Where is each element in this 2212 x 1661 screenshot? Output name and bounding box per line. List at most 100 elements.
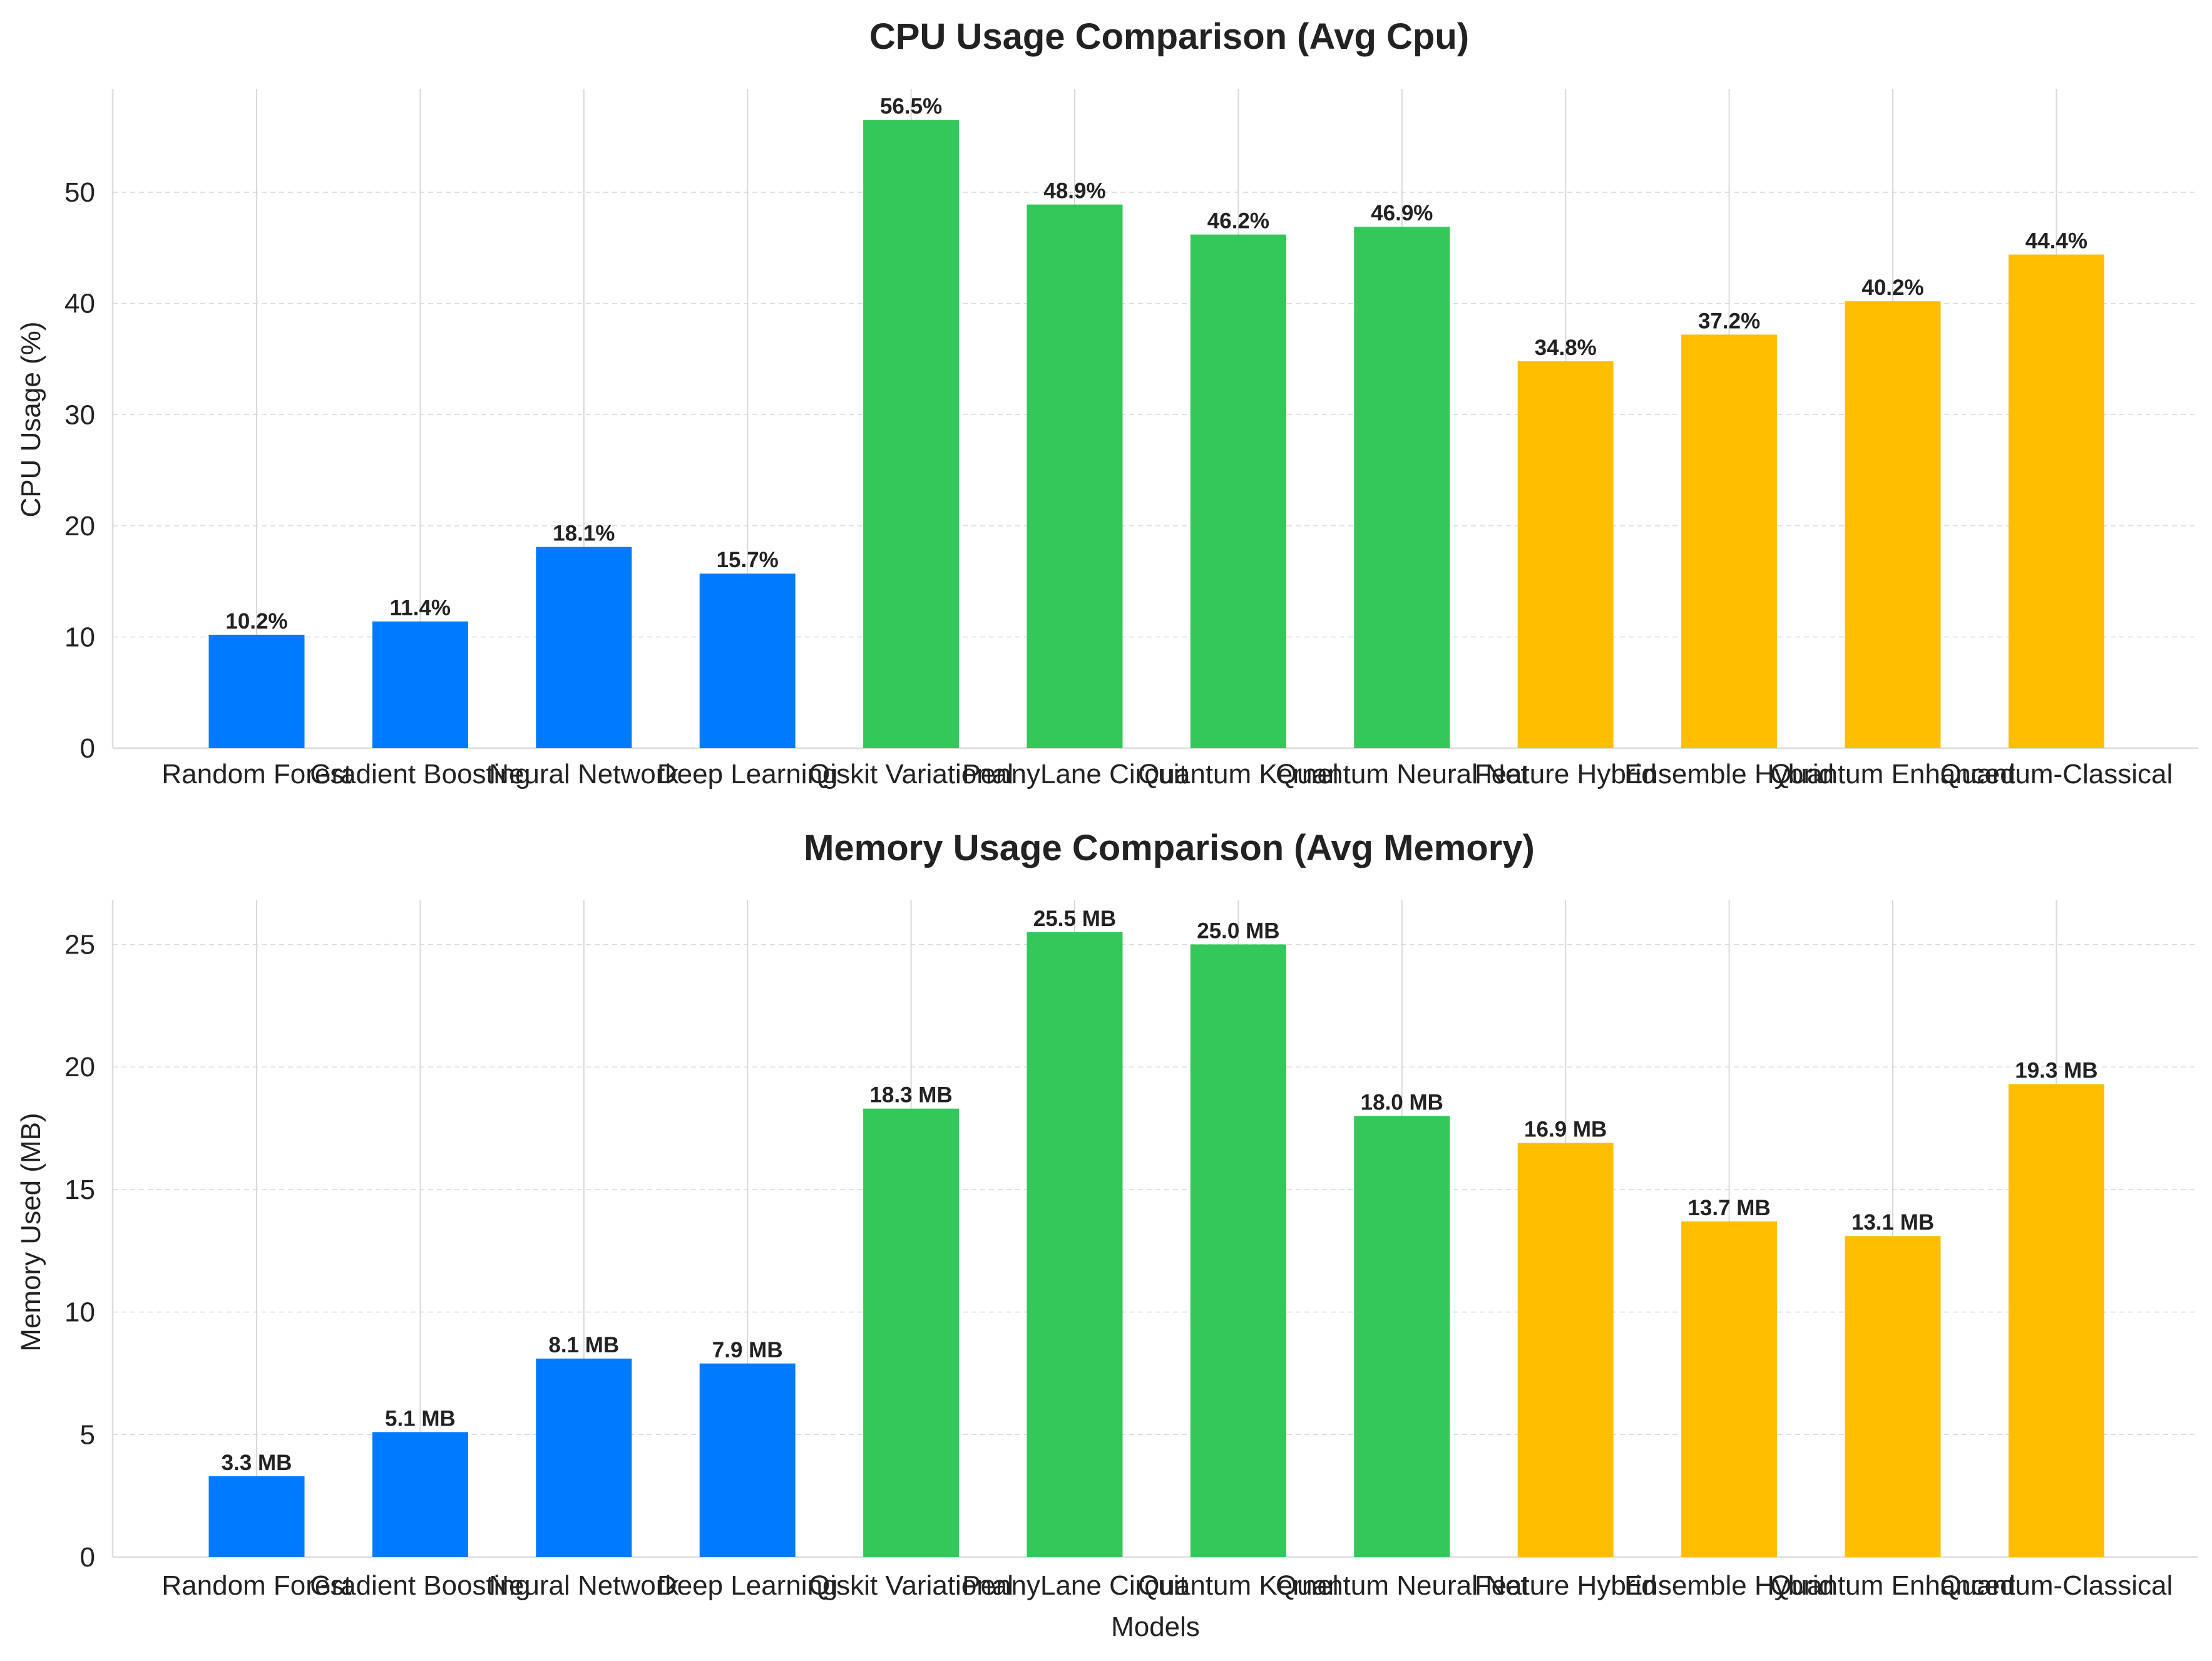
memory-bar-gradient-boosting: [372, 1432, 468, 1557]
memory-chart-title: Memory Usage Comparison (Avg Memory): [804, 828, 1535, 868]
cpu-x-tick-label: Qiskit Variational: [809, 759, 1013, 789]
memory-x-tick-label: Deep Learning: [657, 1570, 838, 1601]
memory-data-label: 16.9 MB: [1524, 1118, 1607, 1142]
memory-data-label: 25.0 MB: [1197, 918, 1279, 943]
memory-data-label: 13.1 MB: [1851, 1210, 1934, 1235]
cpu-chart: CPU Usage Comparison (Avg Cpu) CPU Usage…: [16, 16, 2198, 789]
memory-data-label: 3.3 MB: [222, 1451, 292, 1475]
cpu-data-label: 44.4%: [2025, 229, 2087, 254]
cpu-data-label: 48.9%: [1043, 179, 1105, 203]
cpu-bar-quantum-classical: [2008, 254, 2104, 748]
memory-bar-quantum-enhanced: [1845, 1236, 1941, 1557]
cpu-data-label: 18.1%: [553, 522, 615, 546]
cpu-bar-feature-hybrid: [1517, 361, 1614, 748]
memory-x-tick-label: Ensemble Hybrid: [1624, 1570, 1834, 1601]
memory-data-label: 5.1 MB: [385, 1406, 456, 1431]
memory-x-tick-label: Feature Hybrid: [1475, 1570, 1657, 1601]
memory-y-tick-label: 15: [64, 1175, 95, 1205]
cpu-bar-quantum-neural-net: [1354, 227, 1450, 749]
cpu-data-label: 46.9%: [1371, 201, 1433, 225]
memory-y-ticks: 0 5 10 15 20 25: [64, 929, 95, 1573]
cpu-x-tick-label: Quantum-Classical: [1940, 759, 2173, 789]
memory-y-tick-label: 10: [64, 1297, 95, 1328]
cpu-bar-qiskit-variational: [863, 120, 960, 748]
memory-bar-deep-learning: [699, 1363, 796, 1557]
memory-y-axis-label: Memory Used (MB): [16, 1113, 46, 1351]
memory-y-tick-label: 25: [64, 929, 95, 960]
memory-bar-pennylane-circuit: [1027, 932, 1123, 1557]
cpu-bar-ensemble-hybrid: [1681, 334, 1778, 748]
cpu-bar-gradient-boosting: [372, 621, 468, 748]
cpu-bar-quantum-kernel: [1190, 234, 1286, 748]
cpu-data-label: 10.2%: [225, 609, 287, 634]
memory-data-label: 18.3 MB: [869, 1083, 952, 1108]
memory-x-tick-label: Random Forest: [161, 1570, 351, 1601]
memory-bar-random-forest: [208, 1476, 305, 1557]
cpu-chart-title: CPU Usage Comparison (Avg Cpu): [869, 16, 1469, 57]
memory-data-labels: 3.3 MB 5.1 MB 8.1 MB 7.9 MB 18.3 MB 25.5 MB 25…: [222, 907, 2098, 1475]
memory-chart: Memory Usage Comparison (Avg Memory) Mem…: [16, 828, 2198, 1642]
memory-x-tick-label: Qiskit Variational: [809, 1570, 1013, 1601]
cpu-y-tick-label: 50: [64, 177, 95, 208]
memory-x-tick-label: Quantum Kernel: [1138, 1570, 1338, 1601]
cpu-data-label: 34.8%: [1535, 336, 1597, 360]
cpu-bars: [208, 120, 2104, 749]
memory-data-label: 8.1 MB: [548, 1333, 619, 1357]
memory-x-tick-label: Quantum-Classical: [1940, 1570, 2173, 1601]
cpu-data-label: 37.2%: [1698, 309, 1760, 333]
memory-x-tick-label: PennyLane Circuit: [962, 1570, 1187, 1601]
memory-data-label: 25.5 MB: [1033, 907, 1116, 931]
cpu-x-tick-label: Neural Network: [489, 759, 679, 789]
cpu-y-tick-label: 30: [64, 399, 95, 430]
cpu-bar-quantum-enhanced: [1845, 301, 1941, 749]
memory-x-tick-label: Quantum Neural Net: [1276, 1570, 1528, 1601]
cpu-bar-pennylane-circuit: [1027, 204, 1123, 748]
memory-bar-ensemble-hybrid: [1681, 1221, 1778, 1557]
memory-bars: [208, 932, 2104, 1557]
memory-bar-quantum-neural-net: [1354, 1116, 1450, 1557]
cpu-x-tick-label: Ensemble Hybrid: [1624, 759, 1834, 789]
memory-y-tick-label: 5: [80, 1419, 95, 1450]
cpu-y-tick-label: 10: [64, 622, 95, 652]
memory-bar-quantum-classical: [2008, 1084, 2104, 1557]
cpu-x-tick-label: Random Forest: [161, 759, 351, 789]
memory-y-tick-label: 20: [64, 1052, 95, 1082]
memory-x-tick-label: Neural Network: [489, 1570, 679, 1601]
memory-x-tick-label: Quantum Enhanced: [1770, 1570, 2015, 1601]
memory-bar-feature-hybrid: [1517, 1143, 1614, 1557]
memory-x-tick-label: Gradient Boosting: [310, 1570, 530, 1601]
cpu-bar-deep-learning: [699, 573, 796, 748]
cpu-data-label: 15.7%: [717, 548, 779, 572]
cpu-data-label: 46.2%: [1207, 209, 1269, 234]
memory-bar-qiskit-variational: [863, 1108, 960, 1557]
memory-data-label: 7.9 MB: [712, 1338, 783, 1362]
cpu-x-tick-label: Quantum Enhanced: [1770, 759, 2015, 789]
cpu-y-axis-label: CPU Usage (%): [16, 322, 46, 518]
cpu-x-tick-label: PennyLane Circuit: [962, 759, 1187, 789]
cpu-data-label: 11.4%: [390, 596, 451, 620]
cpu-bar-random-forest: [208, 634, 305, 748]
memory-y-tick-label: 0: [80, 1542, 95, 1573]
memory-bar-quantum-kernel: [1190, 944, 1286, 1557]
memory-bar-neural-network: [536, 1358, 632, 1557]
cpu-data-label: 56.5%: [880, 95, 942, 119]
memory-x-axis-label: Models: [1111, 1612, 1200, 1642]
cpu-data-labels: 10.2% 11.4% 18.1% 15.7% 56.5% 48.9% 46.2% 46.9%…: [225, 95, 2087, 634]
cpu-y-tick-label: 20: [64, 511, 95, 542]
memory-data-label: 18.0 MB: [1361, 1090, 1443, 1114]
cpu-y-ticks: 0 10 20 30 40 50: [64, 177, 95, 764]
memory-data-label: 19.3 MB: [2015, 1059, 2097, 1083]
cpu-x-tick-label: Gradient Boosting: [310, 759, 530, 789]
cpu-y-tick-label: 0: [80, 733, 95, 764]
cpu-x-tick-label: Quantum Neural Net: [1276, 759, 1528, 789]
cpu-data-label: 40.2%: [1861, 275, 1923, 300]
cpu-x-tick-label: Deep Learning: [657, 759, 838, 789]
cpu-x-tick-label: Feature Hybrid: [1475, 759, 1657, 789]
cpu-y-tick-label: 40: [64, 289, 95, 319]
cpu-bar-neural-network: [536, 547, 632, 748]
memory-data-label: 13.7 MB: [1687, 1196, 1770, 1220]
cpu-x-tick-label: Quantum Kernel: [1138, 759, 1338, 789]
